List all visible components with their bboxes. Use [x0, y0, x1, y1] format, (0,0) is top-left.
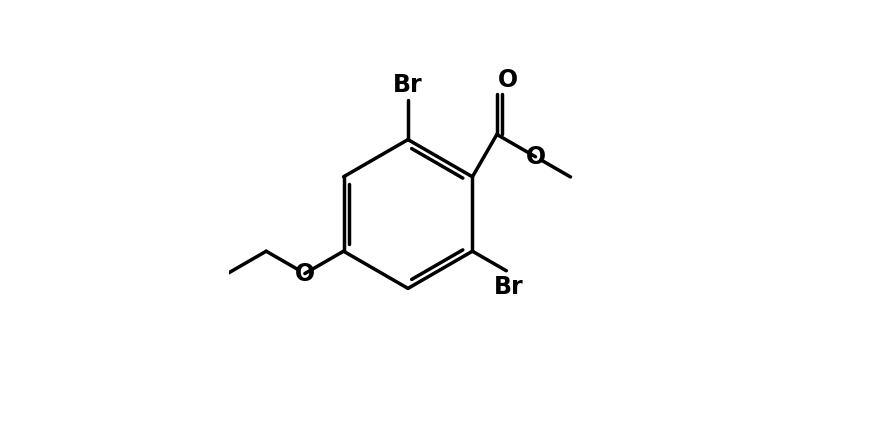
Text: O: O	[294, 262, 315, 285]
Text: O: O	[499, 68, 518, 92]
Text: O: O	[525, 145, 545, 169]
Text: Br: Br	[393, 73, 423, 97]
Text: Br: Br	[493, 275, 523, 299]
